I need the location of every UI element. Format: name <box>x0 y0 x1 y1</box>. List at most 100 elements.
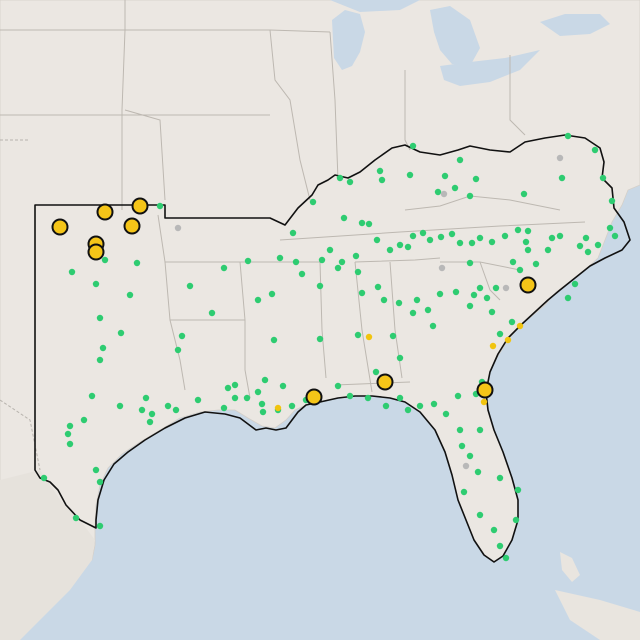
station-marker-normal[interactable] <box>338 258 346 266</box>
station-marker-normal[interactable] <box>316 282 324 290</box>
station-marker-normal[interactable] <box>354 268 362 276</box>
station-marker-normal[interactable] <box>365 220 373 228</box>
station-marker-inactive[interactable] <box>502 284 510 292</box>
station-marker-inactive[interactable] <box>556 154 564 162</box>
station-marker-normal[interactable] <box>591 146 599 154</box>
station-marker-normal[interactable] <box>126 291 134 299</box>
station-marker-normal[interactable] <box>558 174 566 182</box>
station-marker-normal[interactable] <box>376 167 384 175</box>
station-marker-normal[interactable] <box>456 239 464 247</box>
station-marker-alert[interactable] <box>489 342 497 350</box>
station-marker-normal[interactable] <box>288 402 296 410</box>
station-marker-normal[interactable] <box>406 171 414 179</box>
station-marker-normal[interactable] <box>261 376 269 384</box>
station-marker-normal[interactable] <box>334 264 342 272</box>
station-marker-normal[interactable] <box>524 246 532 254</box>
station-marker-normal[interactable] <box>298 270 306 278</box>
station-marker-normal[interactable] <box>490 526 498 534</box>
station-marker-normal[interactable] <box>289 229 297 237</box>
station-marker-normal[interactable] <box>172 406 180 414</box>
station-marker-normal[interactable] <box>474 468 482 476</box>
station-marker-normal[interactable] <box>524 227 532 235</box>
station-marker-normal[interactable] <box>396 241 404 249</box>
station-marker-normal[interactable] <box>606 224 614 232</box>
station-marker-normal[interactable] <box>396 354 404 362</box>
station-marker-normal[interactable] <box>395 299 403 307</box>
station-marker-normal[interactable] <box>470 291 478 299</box>
station-marker-alert[interactable] <box>480 398 488 406</box>
station-marker-normal[interactable] <box>354 331 362 339</box>
station-marker-normal[interactable] <box>334 382 342 390</box>
station-marker-normal[interactable] <box>92 466 100 474</box>
station-marker-alert[interactable] <box>274 404 282 412</box>
station-marker-alert-large[interactable] <box>519 276 537 294</box>
station-marker-normal[interactable] <box>404 243 412 251</box>
station-marker-normal[interactable] <box>99 344 107 352</box>
station-marker-normal[interactable] <box>92 280 100 288</box>
station-marker-normal[interactable] <box>496 474 504 482</box>
station-marker-normal[interactable] <box>64 430 72 438</box>
station-marker-normal[interactable] <box>174 346 182 354</box>
station-marker-normal[interactable] <box>426 236 434 244</box>
station-marker-alert-large[interactable] <box>305 388 323 406</box>
station-marker-normal[interactable] <box>437 233 445 241</box>
station-marker-normal[interactable] <box>429 322 437 330</box>
station-marker-normal[interactable] <box>396 394 404 402</box>
station-marker-normal[interactable] <box>208 309 216 317</box>
station-marker-normal[interactable] <box>514 486 522 494</box>
station-marker-normal[interactable] <box>488 308 496 316</box>
station-marker-normal[interactable] <box>116 402 124 410</box>
station-marker-normal[interactable] <box>389 332 397 340</box>
station-marker-normal[interactable] <box>194 396 202 404</box>
station-marker-normal[interactable] <box>564 132 572 140</box>
station-marker-normal[interactable] <box>316 335 324 343</box>
station-marker-normal[interactable] <box>460 488 468 496</box>
station-marker-normal[interactable] <box>186 282 194 290</box>
station-marker-normal[interactable] <box>599 174 607 182</box>
station-marker-normal[interactable] <box>548 234 556 242</box>
station-marker-normal[interactable] <box>270 336 278 344</box>
station-marker-normal[interactable] <box>318 256 326 264</box>
station-marker-normal[interactable] <box>101 256 109 264</box>
station-marker-normal[interactable] <box>556 232 564 240</box>
station-marker-normal[interactable] <box>488 238 496 246</box>
station-marker-normal[interactable] <box>259 408 267 416</box>
station-marker-normal[interactable] <box>309 198 317 206</box>
station-marker-normal[interactable] <box>268 290 276 298</box>
station-marker-normal[interactable] <box>476 511 484 519</box>
station-marker-normal[interactable] <box>452 288 460 296</box>
station-marker-normal[interactable] <box>576 242 584 250</box>
station-marker-normal[interactable] <box>466 192 474 200</box>
station-marker-normal[interactable] <box>378 176 386 184</box>
station-marker-inactive[interactable] <box>462 462 470 470</box>
station-marker-normal[interactable] <box>582 234 590 242</box>
station-marker-normal[interactable] <box>442 410 450 418</box>
station-marker-normal[interactable] <box>483 294 491 302</box>
station-marker-normal[interactable] <box>40 474 48 482</box>
station-marker-normal[interactable] <box>326 246 334 254</box>
station-marker-normal[interactable] <box>382 402 390 410</box>
station-marker-normal[interactable] <box>254 296 262 304</box>
station-marker-normal[interactable] <box>571 280 579 288</box>
station-marker-normal[interactable] <box>231 394 239 402</box>
station-marker-normal[interactable] <box>258 400 266 408</box>
station-marker-normal[interactable] <box>409 309 417 317</box>
station-marker-normal[interactable] <box>80 416 88 424</box>
station-marker-normal[interactable] <box>96 522 104 530</box>
station-marker-normal[interactable] <box>476 234 484 242</box>
station-marker-normal[interactable] <box>96 478 104 486</box>
station-marker-normal[interactable] <box>532 260 540 268</box>
station-marker-normal[interactable] <box>292 258 300 266</box>
station-marker-normal[interactable] <box>380 296 388 304</box>
station-marker-normal[interactable] <box>96 314 104 322</box>
station-marker-alert[interactable] <box>365 333 373 341</box>
station-marker-normal[interactable] <box>346 178 354 186</box>
station-marker-normal[interactable] <box>404 406 412 414</box>
station-marker-normal[interactable] <box>430 400 438 408</box>
station-marker-normal[interactable] <box>340 214 348 222</box>
station-marker-normal[interactable] <box>454 392 462 400</box>
station-marker-inactive[interactable] <box>174 224 182 232</box>
station-marker-alert-large[interactable] <box>476 381 494 399</box>
station-marker-normal[interactable] <box>456 426 464 434</box>
